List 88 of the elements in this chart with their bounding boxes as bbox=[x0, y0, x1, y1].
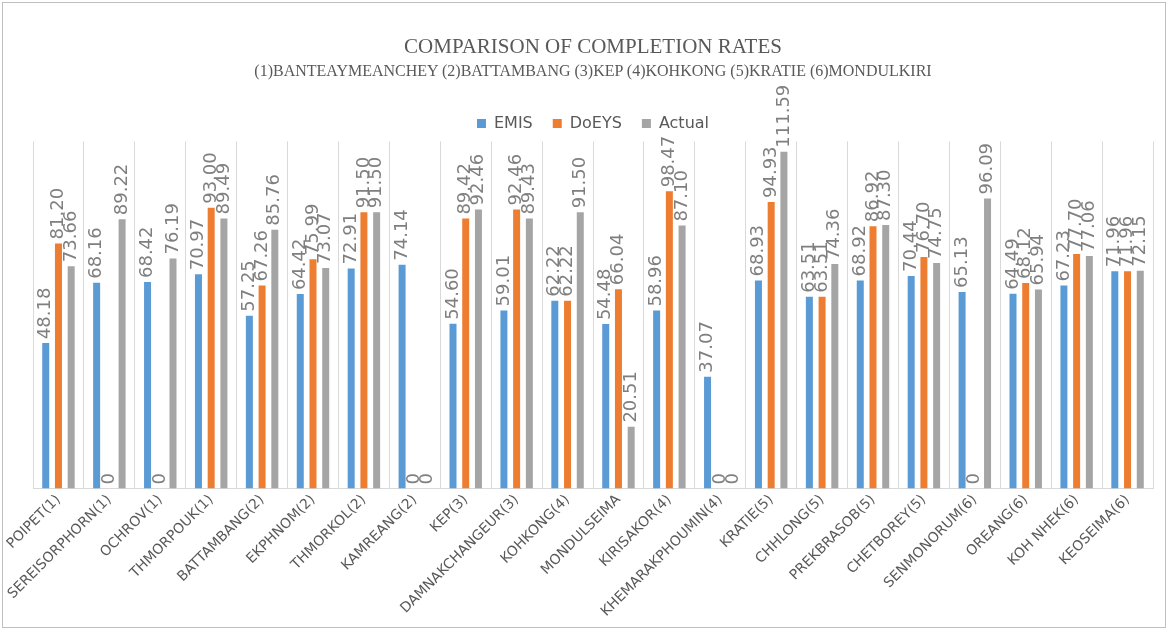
data-label: 48.18 bbox=[33, 287, 55, 340]
data-label: 20.51 bbox=[618, 371, 640, 423]
bar bbox=[831, 264, 839, 489]
bar bbox=[614, 289, 622, 489]
data-label: 70.97 bbox=[186, 218, 208, 271]
data-label: 0 bbox=[962, 473, 984, 485]
data-label: 0 bbox=[97, 473, 119, 485]
bar bbox=[245, 315, 253, 489]
bar bbox=[869, 226, 877, 489]
bar bbox=[296, 294, 304, 489]
bar bbox=[347, 268, 355, 489]
data-label: 68.92 bbox=[847, 224, 869, 277]
data-label: 0 bbox=[147, 473, 169, 485]
bar bbox=[1136, 270, 1144, 489]
data-label: 91.50 bbox=[567, 156, 589, 209]
bar bbox=[780, 151, 788, 489]
bar bbox=[144, 282, 152, 489]
bar bbox=[309, 259, 317, 489]
bar bbox=[1060, 285, 1068, 489]
data-label: 72.91 bbox=[338, 212, 360, 265]
data-label: 68.93 bbox=[746, 224, 768, 277]
bar bbox=[67, 266, 75, 489]
bar bbox=[551, 300, 559, 489]
bar bbox=[462, 218, 470, 489]
bar bbox=[169, 258, 177, 489]
bar bbox=[882, 225, 890, 489]
bar bbox=[920, 257, 928, 489]
bar bbox=[665, 191, 673, 489]
bar bbox=[322, 267, 330, 489]
bar bbox=[1111, 271, 1119, 489]
bar bbox=[1073, 253, 1081, 489]
bar bbox=[564, 300, 572, 489]
data-label: 89.22 bbox=[109, 163, 131, 216]
bar bbox=[207, 207, 215, 489]
bar bbox=[704, 376, 712, 489]
chart-title: COMPARISON OF COMPLETION RATES bbox=[404, 34, 782, 59]
bar bbox=[500, 310, 508, 489]
bar bbox=[767, 201, 775, 489]
legend-label: DoEYS bbox=[569, 112, 622, 132]
bar bbox=[118, 219, 126, 489]
bar bbox=[258, 285, 266, 489]
bar bbox=[653, 310, 661, 489]
data-label: 37.07 bbox=[695, 321, 717, 373]
bar bbox=[513, 209, 521, 489]
bar bbox=[54, 243, 62, 489]
bar bbox=[220, 218, 228, 489]
bar bbox=[194, 274, 202, 489]
bar bbox=[271, 229, 279, 489]
bar bbox=[474, 209, 482, 489]
bar bbox=[1085, 255, 1093, 489]
bar bbox=[602, 324, 610, 489]
bar bbox=[398, 264, 406, 489]
bar bbox=[856, 280, 864, 489]
data-label: 76.19 bbox=[160, 203, 182, 255]
bar bbox=[373, 212, 381, 489]
bar bbox=[1124, 271, 1132, 489]
bar bbox=[627, 426, 635, 489]
bar bbox=[1009, 293, 1017, 489]
data-label: 94.93 bbox=[758, 146, 780, 198]
data-label: 68.16 bbox=[84, 227, 106, 279]
data-label: 59.01 bbox=[491, 254, 513, 307]
bar bbox=[933, 262, 941, 489]
data-label: 68.42 bbox=[135, 226, 157, 279]
data-label: 58.96 bbox=[644, 255, 666, 307]
bar bbox=[818, 296, 826, 489]
data-label: 111.59 bbox=[771, 84, 793, 148]
data-label: 74.14 bbox=[389, 209, 411, 261]
bar bbox=[449, 323, 457, 489]
bar bbox=[525, 218, 533, 489]
bar bbox=[958, 291, 966, 489]
data-label: 85.76 bbox=[262, 174, 284, 226]
data-label: 96.09 bbox=[975, 142, 997, 195]
bar bbox=[805, 296, 813, 489]
bar bbox=[93, 282, 101, 489]
bar bbox=[1022, 282, 1030, 489]
data-label: 65.13 bbox=[949, 236, 971, 288]
legend-label: Actual bbox=[658, 112, 710, 132]
data-label: 54.60 bbox=[440, 268, 462, 320]
bar bbox=[1034, 289, 1042, 489]
bar bbox=[754, 280, 762, 489]
bar bbox=[984, 198, 992, 489]
legend-label: EMIS bbox=[493, 112, 533, 132]
bar bbox=[42, 343, 50, 489]
bar bbox=[678, 225, 686, 489]
chart-subtitle: (1)BANTEAYMEANCHEY (2)BATTAMBANG (3)KEP (4)KOHKONG (5)KRATIE (6)MONDULKIRI bbox=[254, 62, 932, 80]
bar bbox=[576, 212, 584, 489]
bar bbox=[360, 212, 368, 489]
bar bbox=[907, 275, 915, 489]
